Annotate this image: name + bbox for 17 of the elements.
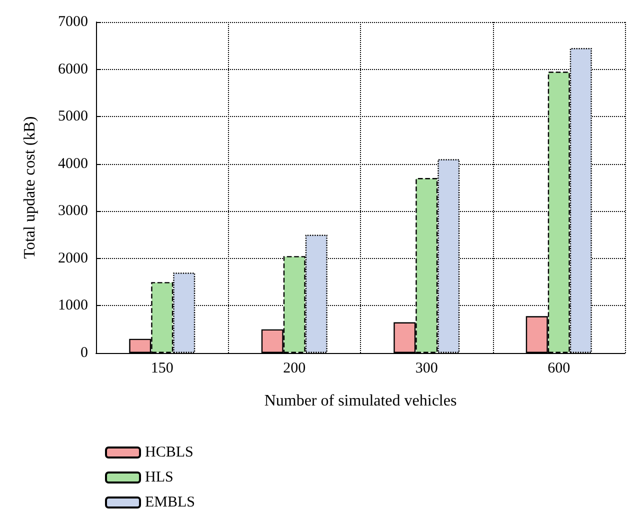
x-axis-title: Number of simulated vehicles: [264, 392, 457, 410]
y-tick-label: 6000: [58, 61, 88, 78]
x-tick-label: 150: [150, 360, 174, 376]
y-tick-label: 5000: [58, 108, 88, 125]
legend-label: HLS: [145, 470, 174, 486]
legend-label: HCBLS: [145, 444, 194, 460]
y-tick-label: 3000: [58, 203, 88, 220]
x-tick-label: 600: [548, 360, 570, 376]
y-tick-label: 2000: [58, 250, 88, 266]
x-tick-label: 300: [415, 360, 438, 376]
y-tick-label: 4000: [58, 156, 88, 172]
y-axis-title: Total update cost (kB): [22, 116, 38, 259]
x-tick-label: 200: [283, 360, 306, 376]
y-tick-label: 1000: [58, 298, 88, 314]
legend-label: EMBLS: [145, 494, 196, 510]
y-tick-label: 0: [80, 345, 88, 361]
y-tick-label: 7000: [58, 14, 88, 30]
